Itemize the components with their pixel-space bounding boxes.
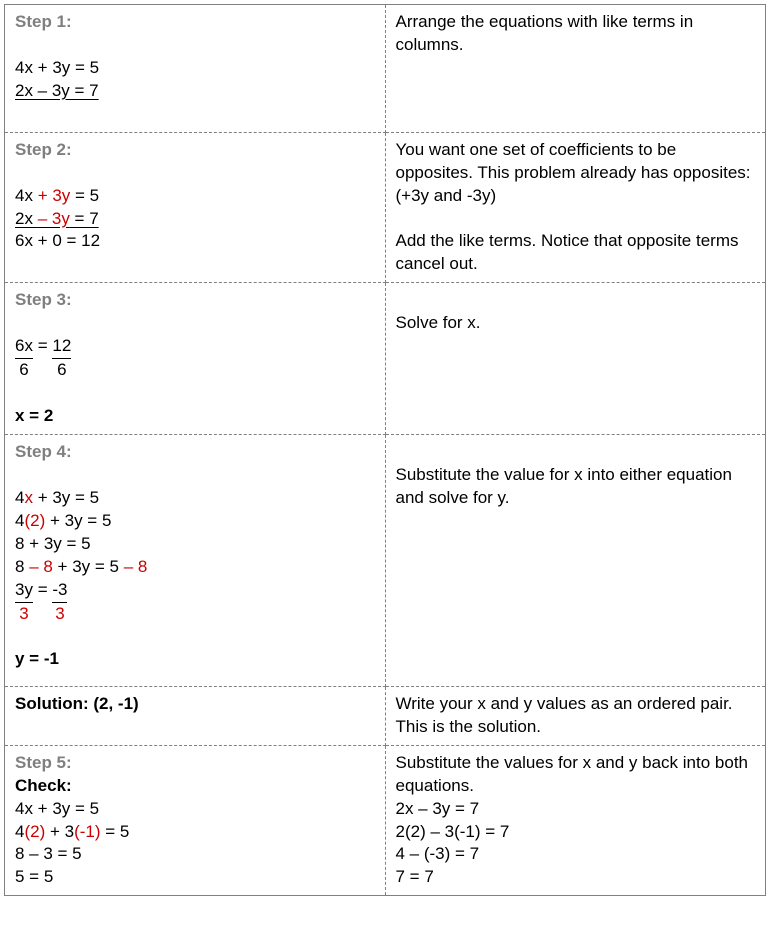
step3-left: Step 3: 6x 6 = 12 6 x = 2	[5, 283, 386, 435]
fraction-row: 3y 3 = -3 3	[15, 579, 377, 626]
equation: 4x + 3y = 5	[15, 798, 377, 821]
spacer	[15, 162, 377, 185]
denominator: 6	[15, 359, 33, 382]
equation: 4x + 3y = 5	[15, 57, 377, 80]
spacer	[15, 716, 377, 739]
solution-left: Solution: (2, -1)	[5, 686, 386, 745]
equation: 7 = 7	[396, 866, 758, 889]
step1-right: Arrange the equations with like terms in…	[385, 5, 766, 133]
highlight: x	[24, 488, 33, 507]
highlight: – 8	[29, 557, 53, 576]
spacer	[396, 208, 758, 231]
spacer	[15, 382, 377, 405]
spacer	[396, 441, 758, 464]
equation: 2x – 3y = 7	[396, 798, 758, 821]
solution-right: Write your x and y values as an ordered …	[385, 686, 766, 745]
denominator: 3	[15, 603, 33, 626]
highlight: (-1)	[74, 822, 100, 841]
step2-left: Step 2: 4x + 3y = 5 2x – 3y = 7 6x + 0 =…	[5, 132, 386, 283]
table-row: Step 1: 4x + 3y = 5 2x – 3y = 7 Arrange …	[5, 5, 766, 133]
equation: 4x + 3y = 5	[15, 185, 377, 208]
highlight: – 8	[124, 557, 148, 576]
spacer	[15, 103, 377, 126]
spacer	[15, 34, 377, 57]
step5-right: Substitute the values for x and y back i…	[385, 745, 766, 896]
equation: 4(2) + 3(-1) = 5	[15, 821, 377, 844]
step5-left: Step 5: Check: 4x + 3y = 5 4(2) + 3(-1) …	[5, 745, 386, 896]
numerator: 3y	[15, 579, 33, 603]
step-label: Step 2:	[15, 139, 377, 162]
equals: =	[38, 336, 53, 355]
eq-underlined: 2x – 3y = 7	[15, 209, 99, 228]
table-row: Step 2: 4x + 3y = 5 2x – 3y = 7 6x + 0 =…	[5, 132, 766, 283]
table-row: Solution: (2, -1) Write your x and y val…	[5, 686, 766, 745]
spacer	[15, 625, 377, 648]
step1-left: Step 1: 4x + 3y = 5 2x – 3y = 7	[5, 5, 386, 133]
equation: 4 – (-3) = 7	[396, 843, 758, 866]
equals: =	[38, 580, 53, 599]
equation: 2x – 3y = 7	[15, 208, 377, 231]
highlight: + 3y	[38, 186, 71, 205]
equation: 8 – 8 + 3y = 5 – 8	[15, 556, 377, 579]
numerator: 6x	[15, 335, 33, 359]
check-label: Check:	[15, 775, 377, 798]
spacer	[15, 464, 377, 487]
step-desc: Write your x and y values as an ordered …	[396, 693, 758, 739]
equation: 2x – 3y = 7	[15, 80, 377, 103]
equation: 2(2) – 3(-1) = 7	[396, 821, 758, 844]
spacer	[15, 312, 377, 335]
spacer	[15, 671, 377, 680]
denominator: 6	[52, 359, 71, 382]
step-label: Step 3:	[15, 289, 377, 312]
numerator: 12	[52, 335, 71, 359]
step-desc: Solve for x.	[396, 312, 758, 335]
equation: 8 – 3 = 5	[15, 843, 377, 866]
highlight: – 3y	[38, 209, 70, 228]
step4-right: Substitute the value for x into either e…	[385, 434, 766, 686]
step-desc: You want one set of coefficients to be o…	[396, 139, 758, 208]
table-row: Step 5: Check: 4x + 3y = 5 4(2) + 3(-1) …	[5, 745, 766, 896]
solution: Solution: (2, -1)	[15, 693, 377, 716]
equation-result: y = -1	[15, 648, 377, 671]
step-label: Step 1:	[15, 11, 377, 34]
step2-right: You want one set of coefficients to be o…	[385, 132, 766, 283]
highlight: (2)	[24, 822, 45, 841]
step-desc: Substitute the values for x and y back i…	[396, 752, 758, 798]
step4-left: Step 4: 4x + 3y = 5 4(2) + 3y = 5 8 + 3y…	[5, 434, 386, 686]
spacer	[396, 289, 758, 312]
fraction: -3 3	[52, 579, 67, 626]
fraction: 12 6	[52, 335, 71, 382]
fraction: 6x 6	[15, 335, 33, 382]
step-label: Step 5:	[15, 752, 377, 775]
highlight: (2)	[24, 511, 45, 530]
equation: 6x + 0 = 12	[15, 230, 377, 253]
equation: 5 = 5	[15, 866, 377, 889]
numerator: -3	[52, 579, 67, 603]
denominator: 3	[52, 603, 67, 626]
eq-underlined: 2x – 3y = 7	[15, 81, 99, 100]
step-desc: Add the like terms. Notice that opposite…	[396, 230, 758, 276]
equation: 4x + 3y = 5	[15, 487, 377, 510]
steps-table: Step 1: 4x + 3y = 5 2x – 3y = 7 Arrange …	[4, 4, 766, 896]
step-label: Step 4:	[15, 441, 377, 464]
equation-result: x = 2	[15, 405, 377, 428]
table-row: Step 4: 4x + 3y = 5 4(2) + 3y = 5 8 + 3y…	[5, 434, 766, 686]
step-desc: Arrange the equations with like terms in…	[396, 11, 758, 57]
equation: 4(2) + 3y = 5	[15, 510, 377, 533]
fraction: 3y 3	[15, 579, 33, 626]
equation: 8 + 3y = 5	[15, 533, 377, 556]
step-desc: Substitute the value for x into either e…	[396, 464, 758, 510]
table-row: Step 3: 6x 6 = 12 6 x = 2 Solve for x.	[5, 283, 766, 435]
step3-right: Solve for x.	[385, 283, 766, 435]
fraction-row: 6x 6 = 12 6	[15, 335, 377, 382]
